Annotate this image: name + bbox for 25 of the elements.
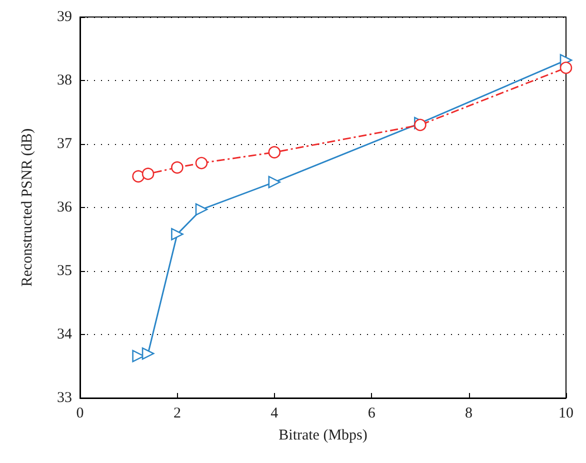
point — [142, 347, 154, 360]
point — [268, 146, 281, 158]
point — [171, 228, 184, 240]
y-axis-title: Reconstructed PSNR (dB) — [20, 128, 36, 287]
y-tick-label: 36 — [57, 200, 72, 216]
point — [171, 161, 184, 174]
y-tick-label: 39 — [57, 9, 72, 25]
point — [195, 156, 208, 170]
x-tick-label: 6 — [368, 406, 376, 422]
x-tick-label: 10 — [558, 406, 574, 422]
x-tick-label: 0 — [76, 406, 84, 422]
x-tick-label: 2 — [173, 406, 181, 422]
x-axis-title: Bitrate (Mbps) — [278, 428, 368, 444]
point — [560, 62, 572, 74]
y-tick-label: 34 — [57, 326, 72, 342]
y-tick-label: 37 — [57, 136, 72, 152]
y-tick-label: 35 — [57, 263, 72, 279]
point — [132, 170, 144, 183]
x-tick-label: 8 — [465, 406, 473, 422]
y-tick-label: 33 — [57, 390, 72, 406]
point — [268, 176, 281, 188]
point — [142, 168, 154, 180]
y-tick-label: 38 — [57, 72, 72, 88]
point — [195, 203, 208, 216]
x-tick-label: 4 — [270, 406, 279, 422]
